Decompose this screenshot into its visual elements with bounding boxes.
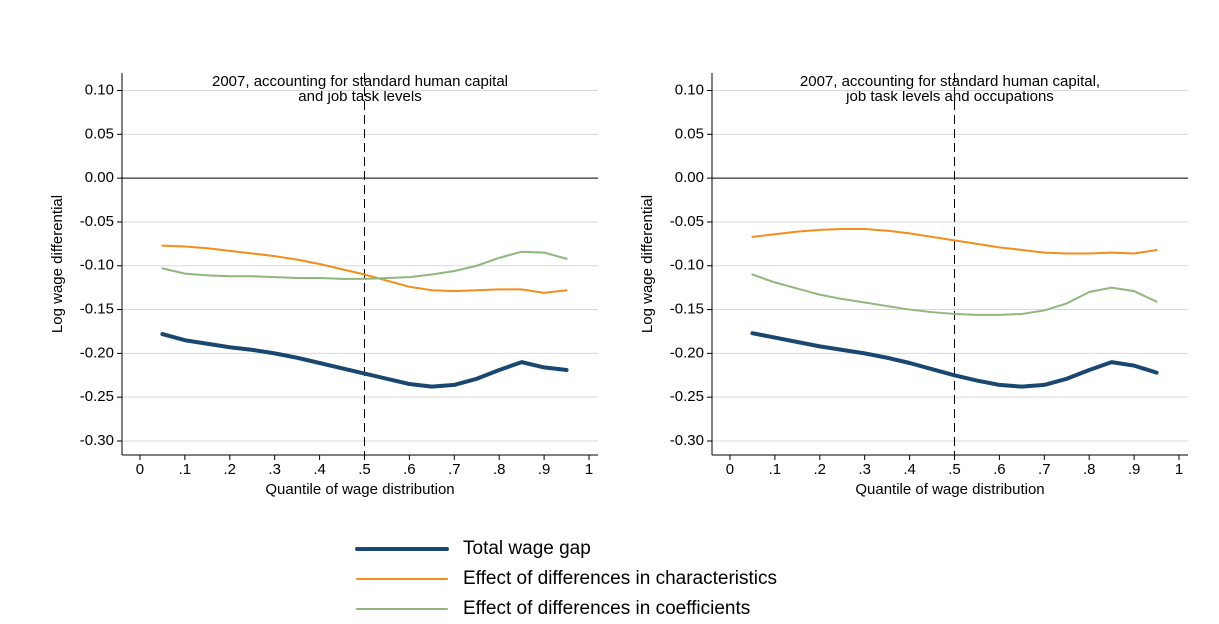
series-line (161, 244, 568, 294)
x-tick-label: .6 (993, 461, 1006, 478)
y-tick-label: -0.25 (80, 388, 114, 405)
y-tick-label: -0.15 (80, 301, 114, 318)
x-tick-label: .1 (179, 461, 192, 478)
x-tick-label: 1 (585, 461, 593, 478)
x-tick-label: .2 (224, 461, 237, 478)
x-tick-label: 0 (136, 461, 144, 478)
x-tick-label: .6 (403, 461, 416, 478)
x-tick-label: .8 (1083, 461, 1096, 478)
x-tick-label: 0 (726, 461, 734, 478)
x-tick-label: .5 (948, 461, 961, 478)
chart-title: job task levels and occupations (845, 88, 1054, 105)
y-tick-label: -0.20 (670, 344, 704, 361)
chart-title: and job task levels (298, 88, 421, 105)
y-tick-label: 0.05 (85, 125, 114, 142)
y-tick-label: -0.20 (80, 344, 114, 361)
y-tick-label: 0.10 (85, 81, 114, 98)
y-axis-label: Log wage differential (49, 195, 66, 333)
x-tick-label: .9 (538, 461, 551, 478)
series-line (751, 273, 1158, 316)
y-tick-label: 0.00 (85, 169, 114, 186)
x-tick-label: .7 (448, 461, 461, 478)
chart-title: 2007, accounting for standard human capi… (212, 73, 508, 90)
x-tick-label: 1 (1175, 461, 1183, 478)
x-tick-label: .4 (313, 461, 326, 478)
legend-label: Total wage gap (463, 538, 591, 559)
y-tick-label: -0.05 (80, 213, 114, 230)
y-tick-label: -0.05 (670, 213, 704, 230)
x-tick-label: .1 (769, 461, 782, 478)
x-tick-label: .3 (268, 461, 281, 478)
x-axis-label: Quantile of wage distribution (265, 481, 454, 498)
x-tick-label: .9 (1128, 461, 1141, 478)
y-axis-label: Log wage differential (639, 195, 656, 333)
x-tick-label: .5 (358, 461, 371, 478)
y-tick-label: -0.15 (670, 301, 704, 318)
y-tick-label: 0.10 (675, 81, 704, 98)
x-tick-label: .7 (1038, 461, 1051, 478)
x-axis-label: Quantile of wage distribution (855, 481, 1044, 498)
series-line (161, 250, 568, 280)
series-line (160, 332, 569, 389)
y-tick-label: -0.30 (80, 432, 114, 449)
x-tick-label: .2 (814, 461, 827, 478)
y-tick-label: 0.05 (675, 125, 704, 142)
x-tick-label: .4 (903, 461, 916, 478)
legend-label: Effect of differences in coefficients (463, 598, 750, 619)
series-line (750, 331, 1159, 389)
y-tick-label: -0.10 (80, 257, 114, 274)
x-tick-label: .3 (858, 461, 871, 478)
y-tick-label: -0.25 (670, 388, 704, 405)
y-tick-label: 0.00 (675, 169, 704, 186)
y-tick-label: -0.30 (670, 432, 704, 449)
series-line (751, 227, 1158, 255)
legend-label: Effect of differences in characteristics (463, 568, 777, 589)
x-tick-label: .8 (493, 461, 506, 478)
y-tick-label: -0.10 (670, 257, 704, 274)
chart-title: 2007, accounting for standard human capi… (800, 73, 1100, 90)
